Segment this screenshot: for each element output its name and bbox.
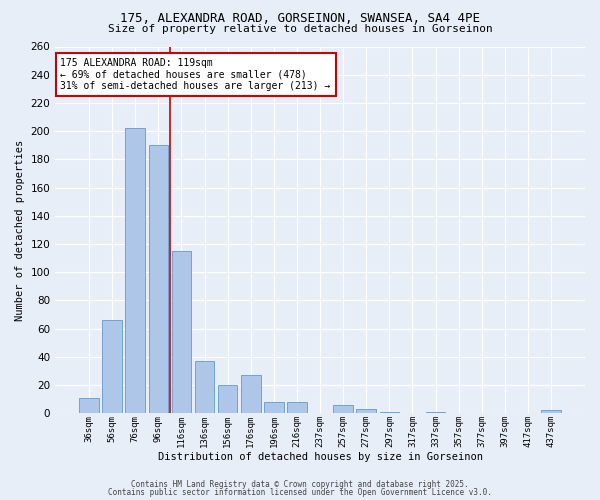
Bar	[241, 375, 260, 414]
Bar	[172, 251, 191, 414]
Bar	[541, 410, 561, 414]
Bar	[218, 385, 238, 414]
Bar	[195, 361, 214, 414]
Bar	[79, 398, 99, 413]
Text: Size of property relative to detached houses in Gorseinon: Size of property relative to detached ho…	[107, 24, 493, 34]
Text: 175, ALEXANDRA ROAD, GORSEINON, SWANSEA, SA4 4PE: 175, ALEXANDRA ROAD, GORSEINON, SWANSEA,…	[120, 12, 480, 26]
X-axis label: Distribution of detached houses by size in Gorseinon: Distribution of detached houses by size …	[158, 452, 482, 462]
Bar	[264, 402, 284, 413]
Bar	[149, 146, 168, 414]
Text: 175 ALEXANDRA ROAD: 119sqm
← 69% of detached houses are smaller (478)
31% of sem: 175 ALEXANDRA ROAD: 119sqm ← 69% of deta…	[61, 58, 331, 90]
Bar	[380, 412, 399, 414]
Bar	[287, 402, 307, 413]
Bar	[103, 320, 122, 414]
Y-axis label: Number of detached properties: Number of detached properties	[15, 140, 25, 320]
Bar	[334, 405, 353, 413]
Bar	[356, 409, 376, 414]
Text: Contains public sector information licensed under the Open Government Licence v3: Contains public sector information licen…	[108, 488, 492, 497]
Bar	[125, 128, 145, 414]
Text: Contains HM Land Registry data © Crown copyright and database right 2025.: Contains HM Land Registry data © Crown c…	[131, 480, 469, 489]
Bar	[426, 412, 445, 414]
